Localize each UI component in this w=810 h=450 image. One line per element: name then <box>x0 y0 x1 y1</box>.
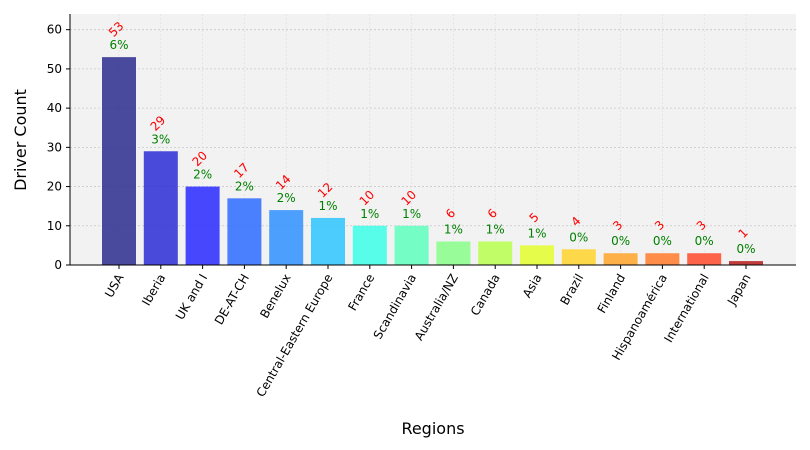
bar <box>185 186 220 265</box>
percent-label: 1% <box>360 207 379 221</box>
percent-label: 2% <box>277 191 296 205</box>
x-tick-label: Australia/NZ <box>412 272 461 343</box>
x-tick-label: Brazil <box>558 272 587 308</box>
x-tick-label: Finland <box>595 272 629 316</box>
bar <box>687 253 722 265</box>
bar <box>645 253 680 265</box>
percent-label: 0% <box>695 234 714 248</box>
bar <box>436 241 471 265</box>
plot-area <box>70 14 796 265</box>
bar <box>102 57 136 265</box>
percent-label: 2% <box>193 168 212 182</box>
percent-label: 1% <box>444 222 463 236</box>
x-tick-label: Benelux <box>257 272 293 321</box>
y-tick-label: 40 <box>47 101 62 115</box>
x-tick-label: Asia <box>520 272 545 301</box>
x-tick-label: International <box>661 272 711 345</box>
x-tick-label: UK and I <box>173 272 210 323</box>
x-axis-label: Regions <box>401 419 464 438</box>
bar <box>269 210 304 265</box>
percent-label: 0% <box>569 230 588 244</box>
bar-labels: 6%533%292%202%172%141%121%101%101%61%61%… <box>106 19 756 256</box>
percent-label: 6% <box>109 38 128 52</box>
x-tick-label: Scandinavia <box>371 272 420 342</box>
bar <box>478 241 513 265</box>
bar <box>394 225 429 265</box>
x-tick-label: Central-Eastern Europe <box>254 272 336 400</box>
y-axis-label: Driver Count <box>11 89 30 191</box>
bar <box>561 249 596 265</box>
y-tick-label: 0 <box>54 258 62 272</box>
y-ticks: 0 10 20 30 40 50 60 <box>47 23 70 272</box>
x-tick-label: DE-AT-CH <box>212 272 252 328</box>
percent-label: 3% <box>151 132 170 146</box>
x-tick-label: Canada <box>468 272 503 319</box>
x-ticks: USA Iberia UK and I DE-AT-CH BeneluxCentral-… <box>102 265 754 399</box>
percent-label: 1% <box>318 199 337 213</box>
x-tick-label: USA <box>102 271 127 300</box>
y-tick-label: 30 <box>47 140 62 154</box>
percent-label: 0% <box>611 234 630 248</box>
percent-label: 2% <box>235 179 254 193</box>
bar <box>227 198 262 265</box>
percent-label: 1% <box>527 226 546 240</box>
y-tick-label: 50 <box>47 62 62 76</box>
y-tick-label: 10 <box>47 219 62 233</box>
bar <box>311 217 345 265</box>
bar <box>143 151 178 265</box>
percent-label: 1% <box>486 222 505 236</box>
percent-label: 1% <box>402 207 421 221</box>
bar <box>352 225 387 265</box>
percent-label: 0% <box>736 242 755 256</box>
x-tick-label: France <box>345 272 377 314</box>
bar <box>729 261 763 265</box>
percent-label: 0% <box>653 234 672 248</box>
axes <box>69 14 796 266</box>
y-tick-label: 60 <box>47 23 62 37</box>
bars <box>102 57 763 265</box>
bar <box>603 253 638 265</box>
y-tick-label: 20 <box>47 180 62 194</box>
x-tick-label: Japan <box>724 272 753 309</box>
bar <box>520 245 554 265</box>
x-tick-label: Iberia <box>139 272 168 309</box>
